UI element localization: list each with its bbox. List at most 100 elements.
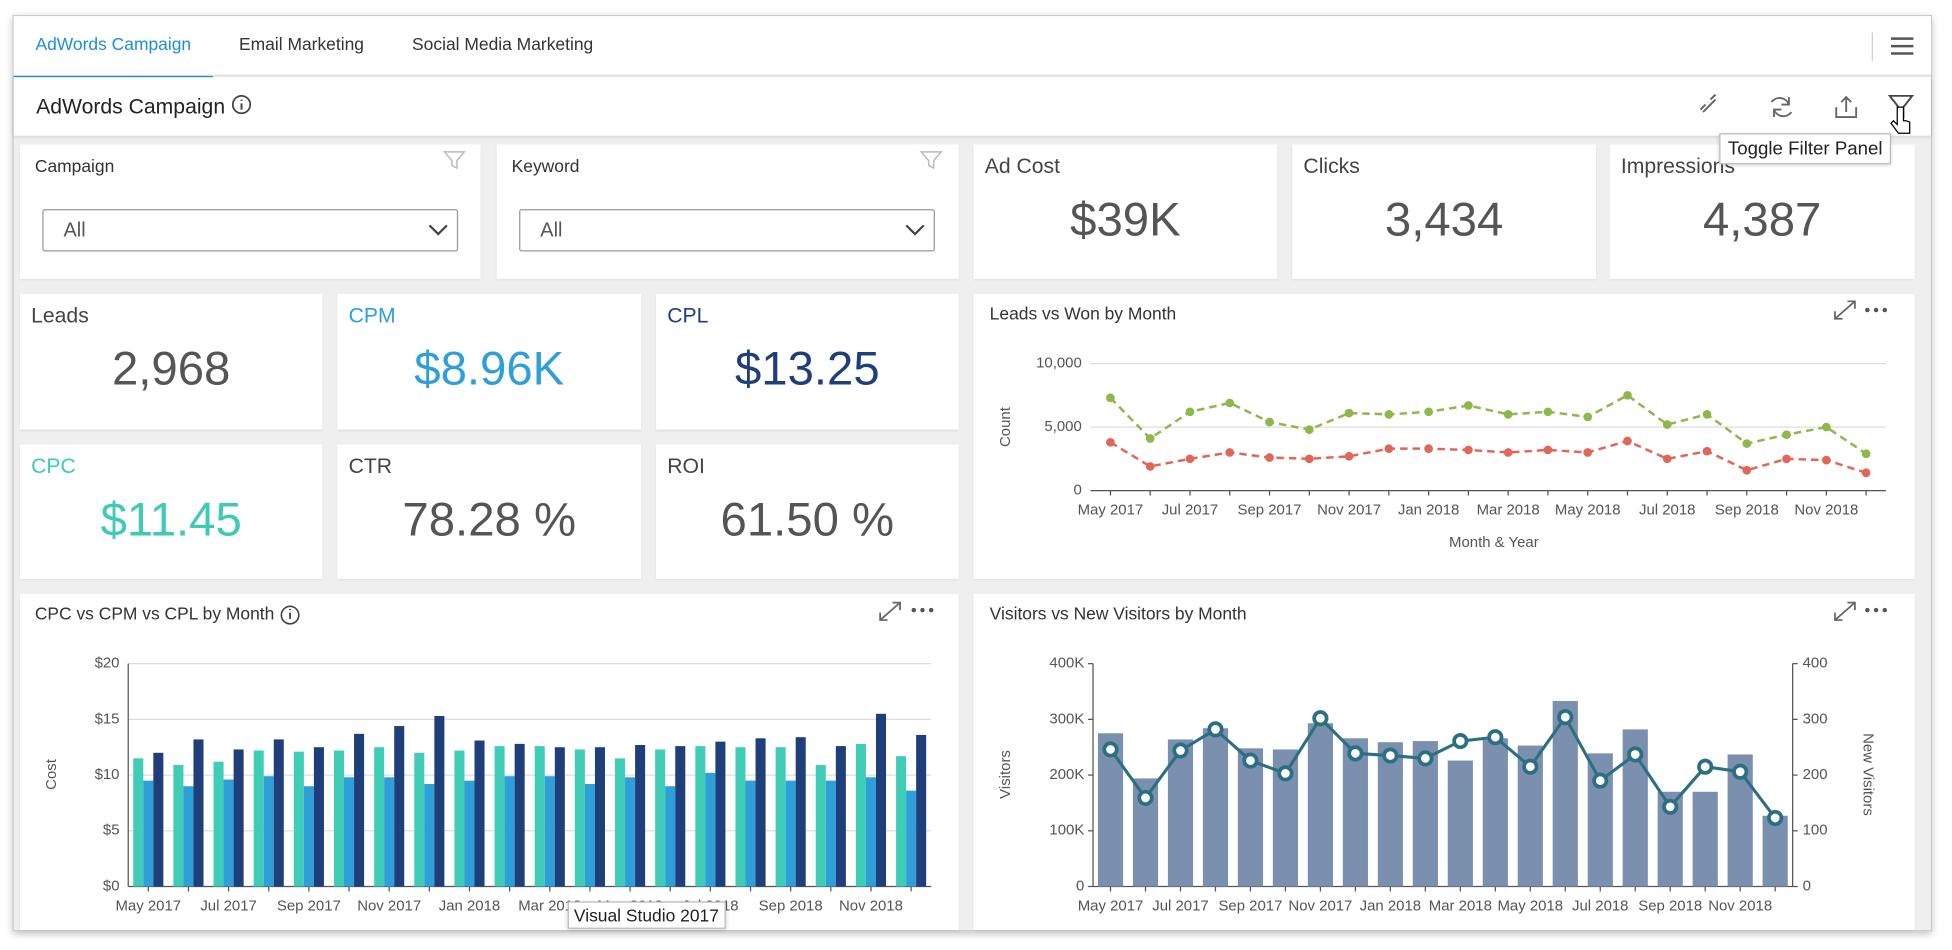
y-tick-label: 5,000 [1044,418,1081,435]
marker [1104,743,1116,755]
x-tick-label: Jul 2018 [1639,501,1695,518]
y-tick-label: 300K [1049,710,1084,727]
card-icons[interactable] [880,301,1855,620]
bar [424,784,434,887]
x-tick-label: Nov 2017 [1317,501,1381,518]
marker [1699,760,1711,772]
x-tick-label: Jan 2018 [1360,897,1421,914]
marker [1345,409,1354,418]
marker [1464,401,1473,410]
marker [1345,452,1354,461]
bar [695,746,705,886]
bar [535,746,545,886]
marker [1419,752,1431,764]
bar [224,780,234,887]
y-tick-label: 10,000 [1036,355,1082,372]
x-tick-label: Jan 2018 [1398,501,1459,518]
bar [575,749,585,886]
bar [314,747,324,886]
x-tick-label: Sep 2018 [1715,501,1779,518]
chart-title: Leads vs Won by Month [990,304,1177,324]
bar [555,747,565,886]
x-tick-label: May 2018 [1555,501,1621,518]
bar [173,765,183,886]
bar [816,765,826,886]
marker [1544,407,1553,416]
y-axis-label: Cost [43,758,60,790]
marker [1583,413,1592,422]
bar [274,739,284,886]
marker [1279,767,1291,779]
bar [876,714,886,887]
bar [776,747,786,886]
bar [625,777,635,886]
bar [906,791,916,887]
marker [1703,410,1712,419]
marker [1265,453,1274,462]
bar [655,749,665,886]
marker [1489,731,1501,743]
y-tick-label: $10 [95,766,120,783]
filter-icons[interactable] [444,152,941,168]
bar [916,735,926,887]
bar [675,746,685,886]
chart-title: CPC vs CPM vs CPL by Month [35,604,274,624]
marker [1734,766,1746,778]
more-icons[interactable] [912,308,1888,613]
bar [836,746,846,886]
y-axis-label: Count [997,406,1014,447]
bar [615,758,625,886]
x-tick-label: Nov 2018 [1708,897,1772,914]
x-tick-label: May 2017 [1078,897,1144,914]
x-tick-label: Sep 2018 [1638,897,1702,914]
bar [746,781,756,887]
line [1110,395,1866,453]
x-tick-label: Nov 2018 [839,897,903,914]
marker [1146,434,1155,443]
marker [1146,462,1155,471]
marker [1544,446,1553,455]
bar [1483,738,1508,886]
bar [866,777,876,886]
x-tick-label: Nov 2017 [1288,897,1352,914]
y-tick-label: $0 [103,877,120,894]
info-icon[interactable] [281,606,298,623]
bar [234,749,244,886]
bar [354,734,364,887]
bar [1763,816,1788,887]
y-tick-label: $15 [95,710,120,727]
marker [1623,391,1632,400]
y-tick-label: 300 [1803,710,1828,727]
marker [1314,712,1326,724]
marker [1106,394,1115,403]
bar [786,781,796,887]
x-tick-label: May 2017 [115,897,181,914]
bar [735,747,745,886]
bar [264,776,274,886]
marker [1384,410,1393,419]
bar [1203,728,1228,886]
x-tick-label: Jan 2018 [439,897,500,914]
bar [153,753,163,887]
marker [1139,792,1151,804]
bar [796,737,806,886]
bar [1378,742,1403,886]
bar [254,751,264,887]
marker [1663,420,1672,429]
marker [1454,735,1466,747]
marker [1782,454,1791,463]
y-tick-label: 0 [1076,877,1084,894]
marker [1384,444,1393,453]
marker [1305,454,1314,463]
marker [1424,407,1433,416]
x-tick-label: Sep 2017 [277,897,341,914]
x-tick-label: Mar 2018 [1429,897,1492,914]
marker [1623,437,1632,446]
chart-title: Visitors vs New Visitors by Month [990,604,1247,624]
bar [133,758,143,886]
y-tick-label: $20 [95,655,120,672]
x-tick-label: Sep 2017 [1218,897,1282,914]
bar [193,739,203,886]
bar [715,742,725,887]
